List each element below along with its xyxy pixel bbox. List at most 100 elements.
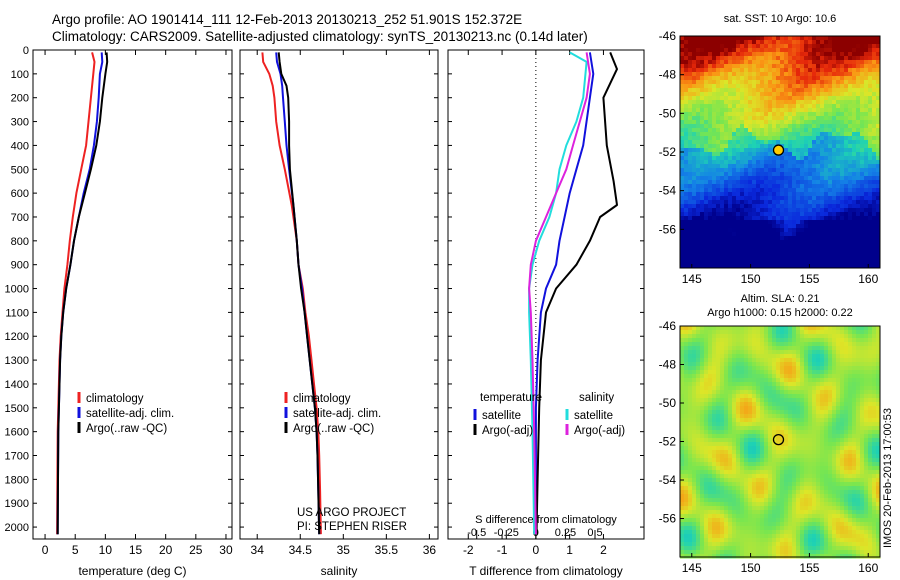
x-tick-label: 1 [566,543,573,557]
header-line-1: Argo profile: AO 1901414_111 12-Feb-2013… [52,12,523,27]
legend-label: Argo(-adj) [482,425,533,437]
y-tick-label: 900 [11,260,29,272]
panel-frame [447,49,645,540]
project-annotation: US ARGO PROJECT [297,507,406,519]
sla-field [680,326,881,559]
sla-map-title: Altim. SLA: 0.21 [741,293,820,305]
x-tick-label: 34 [251,543,265,557]
x-axis-label: T difference from climatology [469,564,623,578]
header-line-2: Climatology: CARS2009. Satellite-adjuste… [52,29,588,44]
map-x-tick-label: 155 [799,561,819,575]
argo-float-marker [772,433,785,446]
map-y-tick-label: -52 [659,435,677,449]
map-y-tick-label: -48 [659,358,677,372]
y-tick-label: 1600 [5,427,29,439]
argo-raw-line [56,52,109,535]
y-tick-label: 1500 [5,403,29,415]
x-tick-label: 36 [423,543,437,557]
map-y-tick-label: -54 [659,473,677,487]
map-y-tick-label: -52 [659,145,677,159]
map-x-tick-label: 145 [682,272,702,286]
legend-label: satellite-adj. clim. [293,408,381,420]
y-tick-label: 400 [11,140,29,152]
x-axis-label: temperature (deg C) [78,564,186,578]
y-tick-label: 1300 [5,355,29,367]
climatology-line [56,52,96,535]
x-tick-label: 15 [129,543,143,557]
x-top-tick-label: -0.25 [494,527,519,539]
y-tick-label: 1400 [5,379,29,391]
x-tick-label: 2 [600,543,607,557]
y-tick-label: 800 [11,236,29,248]
map-y-tick-label: -50 [659,106,677,120]
x-tick-label: 34.5 [289,543,313,557]
x-tick-label: 10 [99,543,113,557]
legend-label: Argo(-adj) [574,425,625,437]
t-argo-line [535,52,618,535]
map-x-tick-label: 160 [858,561,878,575]
x-tick-label: 35.5 [375,543,399,557]
legend-label: climatology [86,393,144,405]
map-x-tick-label: 150 [741,272,761,286]
legend-group-title: salinity [579,392,614,404]
map-y-tick-label: -56 [659,222,677,236]
x-top-tick-label: -0.5 [467,527,486,539]
pi-annotation: PI: STEPHEN RISER [297,521,407,533]
s-argo-line [528,52,591,535]
y-tick-label: 700 [11,212,29,224]
map-y-tick-label: -48 [659,68,677,82]
x-tick-label: -2 [463,543,474,557]
map-x-tick-label: 155 [799,272,819,286]
argo-raw-line [277,52,321,535]
legend-label: satellite [482,410,521,422]
y-tick-label: 1200 [5,331,29,343]
legend-label: satellite [574,410,613,422]
sst-field [680,36,881,269]
map-y-tick-label: -50 [659,396,677,410]
map-y-tick-label: -54 [659,184,677,198]
y-tick-label: 1800 [5,474,29,486]
argo-float-marker [772,144,785,156]
y-tick-label: 300 [11,117,29,129]
x-top-tick-label: 0.5 [587,527,602,539]
satellite-adj-clim-line [275,52,321,535]
y-tick-label: 1700 [5,451,29,463]
panel-frame [239,49,439,540]
legend-label: satellite-adj. clim. [86,408,174,420]
y-tick-label: 1000 [5,284,29,296]
y-tick-label: 500 [11,164,29,176]
sla-map-subtitle: Argo h1000: 0.15 h2000: 0.22 [707,307,853,319]
y-tick-label: 1900 [5,498,29,510]
x-axis-label: salinity [321,564,358,578]
legend-label: climatology [293,393,351,405]
climatology-line [261,52,322,535]
x-tick-label: 35 [337,543,351,557]
map-x-tick-label: 145 [682,561,702,575]
x-tick-label: 5 [72,543,79,557]
y-tick-label: 100 [11,69,29,81]
legend-label: Argo(..raw -QC) [293,423,374,435]
legend-label: Argo(..raw -QC) [86,423,167,435]
y-tick-label: 0 [23,45,29,57]
map-y-tick-label: -56 [659,512,677,526]
map-x-tick-label: 150 [741,561,761,575]
y-tick-label: 600 [11,188,29,200]
x-tick-label: 30 [219,543,233,557]
map-x-tick-label: 160 [858,272,878,286]
x-tick-label: 0 [42,543,49,557]
x-top-axis-label: S difference from climatology [475,514,617,526]
y-tick-label: 200 [11,93,29,105]
y-tick-label: 2000 [5,522,29,534]
y-tick-label: 1100 [5,307,29,319]
legend-group-title: temperature [480,392,542,404]
t-satellite-line [534,52,595,535]
map-y-tick-label: -46 [659,29,677,43]
x-tick-label: -1 [497,543,508,557]
map-y-tick-label: -46 [659,319,677,333]
x-top-tick-label: 0.25 [555,527,576,539]
x-tick-label: 20 [159,543,173,557]
panel-frame [32,49,233,540]
sst-map-title: sat. SST: 10 Argo: 10.6 [724,13,837,25]
x-tick-label: 0 [533,543,540,557]
